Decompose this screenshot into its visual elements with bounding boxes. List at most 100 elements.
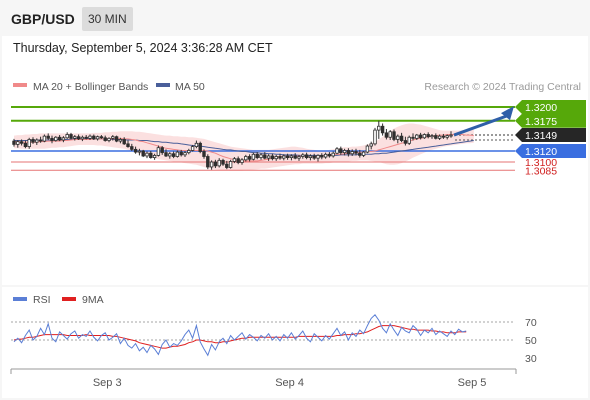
- candle: [350, 151, 354, 155]
- candle: [396, 135, 400, 140]
- rsi-line: [13, 314, 467, 357]
- candle: [156, 147, 161, 156]
- candle: [107, 137, 111, 141]
- candle: [194, 142, 199, 148]
- candle: [42, 135, 47, 142]
- timeframe-selector[interactable]: 30 MIN: [82, 7, 133, 31]
- candle: [354, 151, 358, 154]
- candle: [282, 155, 286, 159]
- candle: [247, 156, 252, 160]
- candle: [270, 155, 275, 160]
- candle: [380, 125, 385, 134]
- candle: [285, 155, 290, 158]
- candle: [289, 155, 294, 158]
- ma20-line: [14, 134, 474, 162]
- candle: [137, 150, 142, 153]
- candle: [441, 135, 446, 138]
- candle: [114, 136, 119, 142]
- candle: [251, 153, 256, 160]
- candle: [88, 135, 92, 139]
- candle: [418, 134, 423, 139]
- x-tick-label: Sep 3: [93, 377, 122, 389]
- candle: [316, 154, 320, 159]
- candle: [403, 140, 408, 144]
- candle: [122, 139, 126, 145]
- candle: [130, 146, 134, 150]
- candle: [50, 137, 54, 141]
- x-tick-label: Sep 4: [275, 377, 304, 389]
- x-tick-label: Sep 5: [458, 377, 487, 389]
- candle: [244, 156, 248, 161]
- candle: [164, 152, 168, 157]
- level-1-3149-label: 1.3149: [525, 130, 557, 142]
- candle: [430, 135, 434, 138]
- level-1-3200-tag: [515, 100, 586, 114]
- level-1-3120-tag: [515, 144, 586, 158]
- candle: [54, 136, 58, 141]
- candle: [38, 139, 43, 142]
- candle: [225, 163, 229, 168]
- legend-swatch-ma50: [156, 83, 170, 87]
- candle: [358, 152, 362, 156]
- candle: [80, 136, 85, 140]
- candle: [95, 136, 100, 140]
- candle: [133, 148, 138, 153]
- candle: [221, 159, 225, 165]
- candle: [426, 134, 430, 138]
- legend-swatch-rsi: [13, 297, 27, 301]
- candle: [202, 151, 206, 157]
- candle: [145, 152, 149, 157]
- candle: [171, 153, 176, 157]
- candle: [187, 150, 191, 154]
- legend-label-rsi: RSI: [33, 294, 51, 306]
- candle: [19, 141, 24, 144]
- candle: [274, 156, 278, 160]
- candle: [266, 155, 271, 159]
- watermark-text: Research © 2024 Trading Central: [424, 81, 581, 93]
- candle: [308, 155, 313, 158]
- candle: [437, 135, 442, 139]
- candle: [92, 135, 96, 140]
- candle: [213, 161, 218, 167]
- candle: [73, 136, 77, 139]
- rsi-tick-70: 70: [525, 317, 537, 329]
- candle: [35, 139, 39, 143]
- candle: [388, 131, 392, 138]
- candle: [255, 153, 259, 159]
- candle: [160, 147, 164, 154]
- candle: [407, 136, 411, 144]
- legend-label-ma50: MA 50: [175, 81, 205, 93]
- candle: [259, 154, 263, 159]
- candle: [411, 136, 415, 139]
- rsi-tick-30: 30: [525, 353, 537, 365]
- candle: [217, 159, 221, 167]
- candle: [449, 134, 453, 137]
- candle: [232, 158, 237, 162]
- candle: [377, 125, 381, 131]
- candle: [103, 137, 107, 141]
- candle: [342, 150, 347, 154]
- candle: [240, 159, 244, 163]
- candle: [415, 134, 419, 139]
- candle: [293, 155, 297, 159]
- level-1-3175-tag: [515, 113, 586, 128]
- candle: [339, 148, 343, 154]
- level-1-3200-label: 1.3200: [525, 102, 557, 114]
- candle: [228, 161, 233, 168]
- candle: [278, 156, 282, 159]
- candle: [126, 143, 130, 148]
- level-1-3100-label: 1.3100: [525, 157, 557, 169]
- level-1-3175-label: 1.3175: [525, 116, 557, 128]
- candle: [141, 150, 145, 157]
- level-1-3085-label: 1.3085: [525, 165, 557, 177]
- candle: [327, 153, 332, 157]
- candle: [198, 142, 202, 152]
- candle: [65, 134, 69, 139]
- legend-swatch-9ma: [62, 297, 76, 301]
- candle: [209, 161, 214, 168]
- bollinger-band-area: [14, 123, 474, 171]
- candle: [369, 143, 373, 147]
- candle: [27, 139, 31, 147]
- candle: [118, 139, 123, 142]
- candle: [12, 140, 16, 145]
